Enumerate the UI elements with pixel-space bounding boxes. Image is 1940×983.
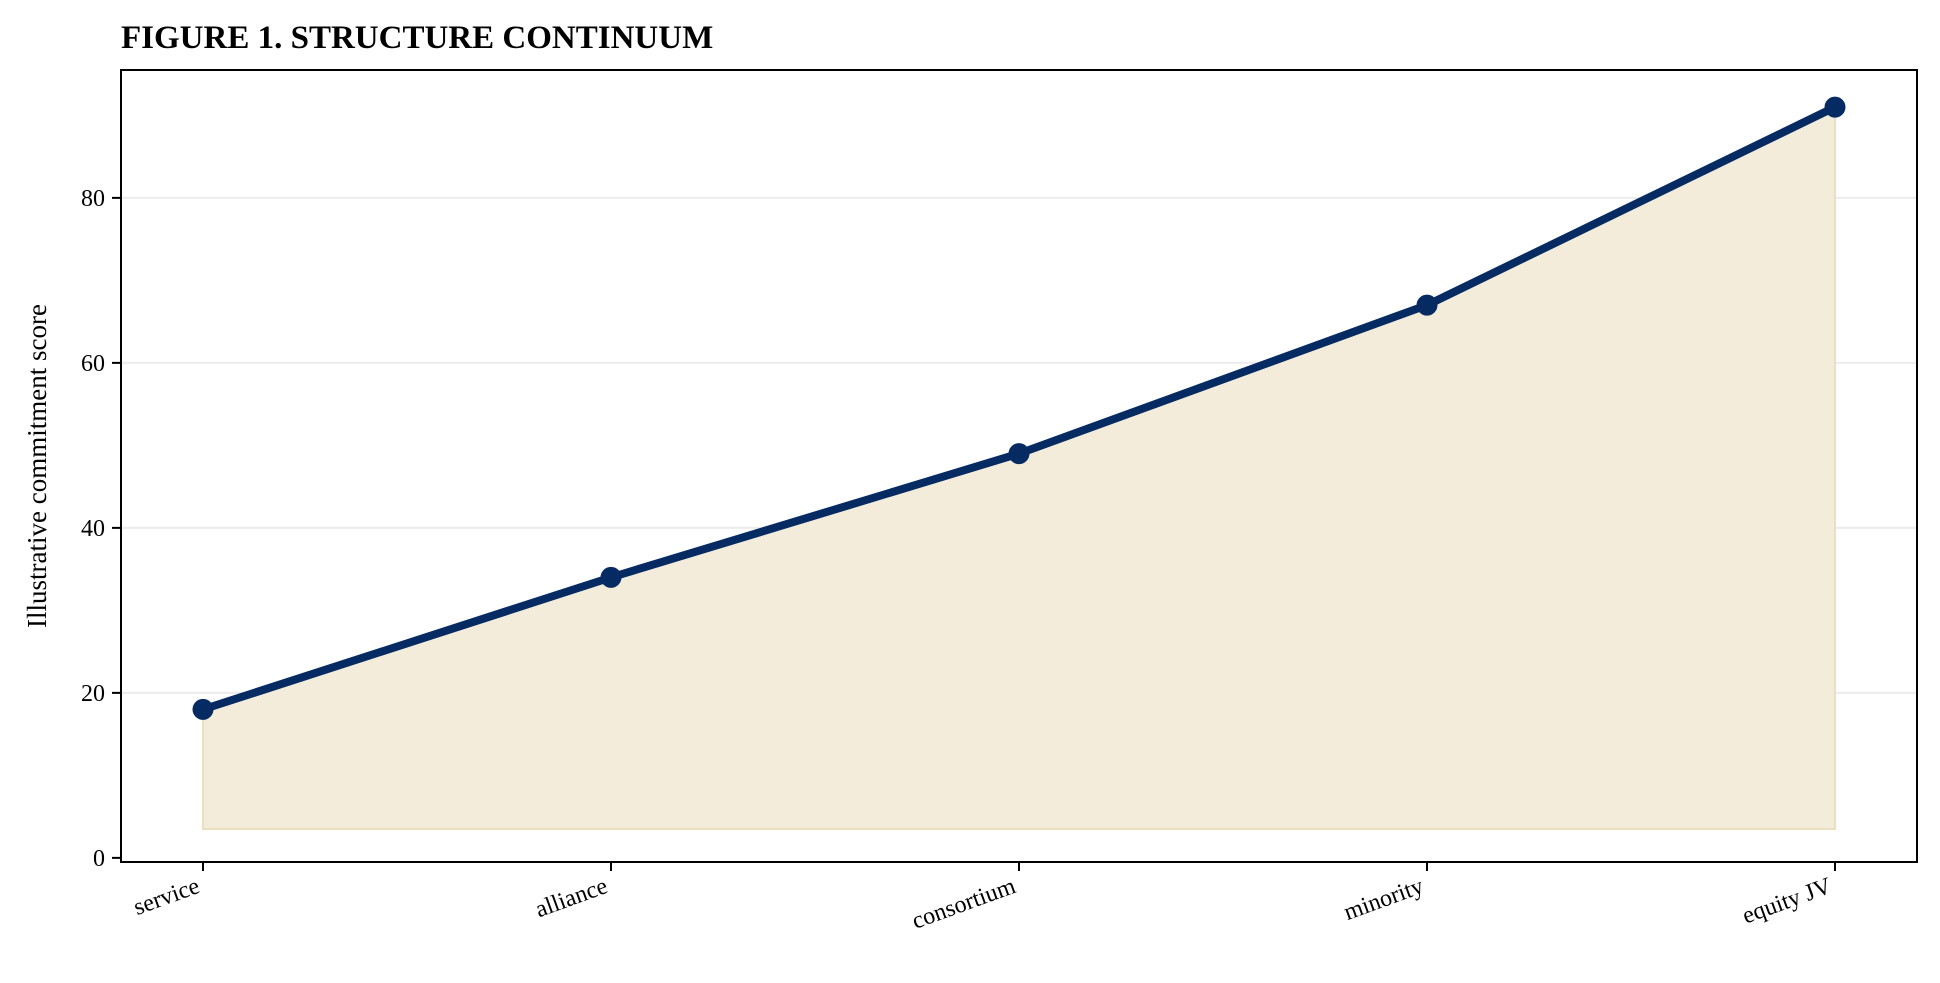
data-markers bbox=[192, 96, 1846, 720]
y-tick-label: 20 bbox=[81, 681, 105, 707]
data-point bbox=[1824, 96, 1846, 118]
y-tick-label: 0 bbox=[93, 846, 105, 872]
y-tick-label: 40 bbox=[81, 516, 105, 542]
data-point bbox=[192, 698, 214, 720]
y-tick-label: 80 bbox=[81, 186, 105, 212]
x-tick-label: minority bbox=[1340, 873, 1427, 926]
y-axis: 0 20 40 60 80 bbox=[81, 186, 121, 872]
data-point bbox=[1008, 443, 1030, 465]
x-tick-label: consortium bbox=[909, 873, 1020, 934]
data-point bbox=[1416, 294, 1438, 316]
area-fill-shape bbox=[202, 105, 1836, 830]
x-axis: service alliance consortium minority equity … bbox=[130, 862, 1836, 935]
area-fill bbox=[202, 105, 1836, 830]
x-tick-label: equity JV bbox=[1739, 873, 1836, 929]
chart-title: FIGURE 1. STRUCTURE CONTINUUM bbox=[121, 20, 713, 56]
y-axis-label: Illustrative commitment score bbox=[22, 304, 52, 628]
x-tick-label: alliance bbox=[532, 873, 611, 923]
y-tick-label: 60 bbox=[81, 351, 105, 377]
x-tick-label: service bbox=[130, 873, 203, 921]
data-point bbox=[600, 566, 622, 588]
